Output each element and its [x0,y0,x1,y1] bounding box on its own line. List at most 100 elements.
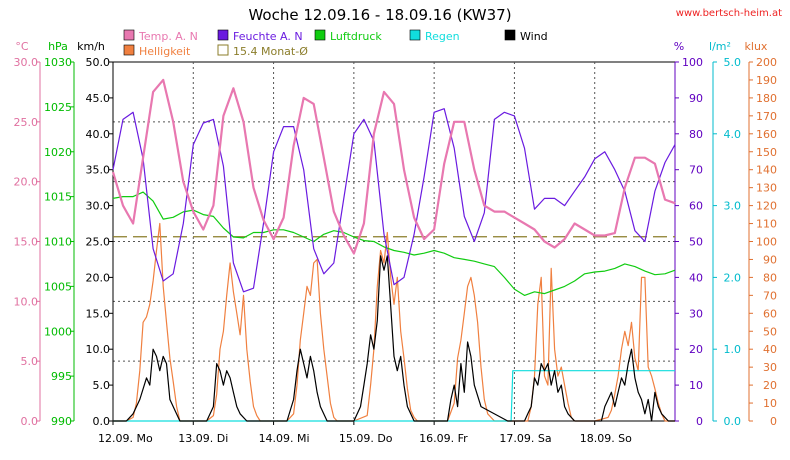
tick-label-hum: 0 [696,415,703,428]
x-tick-label: 18.09. So [580,432,632,445]
tick-label-wind: 30.0 [86,200,111,213]
series-line-luftdruck [112,191,676,296]
tick-label-hum: 50 [689,236,703,249]
tick-label-temp: 5.0 [21,355,39,368]
tick-label-hum: 40 [689,271,703,284]
tick-label-wind: 25.0 [86,236,111,249]
tick-label-hum: 100 [682,56,703,69]
tick-label-wind: 45.0 [86,92,111,105]
tick-label-hum: 70 [689,164,703,177]
tick-label-press: 1025 [44,101,72,114]
axes: °C0.05.010.015.020.025.030.0hPa990995100… [14,40,778,428]
tick-label-temp: 15.0 [14,236,39,249]
legend-label: 15.4 Monat-Ø [233,45,308,58]
tick-label-lux: 150 [756,146,777,159]
legend-swatch [314,29,326,41]
x-tick-label: 14.09. Mi [259,432,310,445]
tick-label-temp: 10.0 [14,295,39,308]
tick-label-lux: 80 [763,271,777,284]
tick-label-wind: 35.0 [86,164,111,177]
tick-label-press: 1020 [44,146,72,159]
tick-label-lux: 130 [756,182,777,195]
x-tick-label: 16.09. Fr [419,432,468,445]
tick-label-lux: 30 [763,361,777,374]
axis-unit-lux: klux [745,40,768,53]
tick-label-lux: 50 [763,325,777,338]
series-line-wind [113,255,675,422]
tick-label-wind: 15.0 [86,307,111,320]
tick-label-wind: 10.0 [86,343,111,356]
tick-label-press: 1005 [44,280,72,293]
series-line-feuchte-a-n [112,108,676,293]
tick-label-wind: 5.0 [93,379,111,392]
tick-label-lux: 70 [763,289,777,302]
tick-label-press: 990 [51,415,72,428]
x-tick-label: 17.09. Sa [499,432,551,445]
legend-swatch [123,44,135,56]
axis-unit-rain: l/m² [709,40,731,53]
tick-label-temp: 20.0 [14,176,39,189]
tick-label-temp: 25.0 [14,116,39,129]
tick-label-lux: 170 [756,110,777,123]
tick-label-hum: 80 [689,128,703,141]
tick-label-hum: 30 [689,307,703,320]
tick-label-press: 1010 [44,236,72,249]
tick-label-rain: 2.0 [724,271,742,284]
tick-label-hum: 60 [689,200,703,213]
tick-label-press: 1030 [44,56,72,69]
tick-label-lux: 140 [756,164,777,177]
x-tick-label: 15.09. Do [339,432,393,445]
tick-label-temp: 0.0 [21,415,39,428]
tick-label-lux: 180 [756,92,777,105]
tick-label-lux: 120 [756,200,777,213]
tick-label-lux: 160 [756,128,777,141]
legend-label: Luftdruck [330,30,382,43]
legend-swatch [123,29,135,41]
tick-label-lux: 60 [763,307,777,320]
tick-label-press: 1015 [44,191,72,204]
legend-swatch [217,44,229,56]
tick-label-lux: 200 [756,56,777,69]
tick-label-lux: 20 [763,379,777,392]
axis-unit-press: hPa [48,40,68,53]
tick-label-rain: 5.0 [724,56,742,69]
tick-label-press: 995 [51,370,72,383]
legend-label: Temp. A. N [138,30,198,43]
tick-label-wind: 20.0 [86,271,111,284]
axis-unit-hum: % [674,40,684,53]
legend-label: Feuchte A. N [233,30,303,43]
tick-label-rain: 3.0 [724,200,742,213]
axis-unit-wind: km/h [77,40,105,53]
tick-label-temp: 30.0 [14,56,39,69]
tick-label-wind: 0.0 [93,415,111,428]
tick-label-rain: 0.0 [724,415,742,428]
tick-label-hum: 90 [689,92,703,105]
tick-label-hum: 20 [689,343,703,356]
tick-label-hum: 10 [689,379,703,392]
tick-label-lux: 90 [763,253,777,266]
tick-label-wind: 50.0 [86,56,111,69]
source-label: www.bertsch-heim.at [676,8,782,19]
tick-label-wind: 40.0 [86,128,111,141]
chart-title: Woche 12.09.16 - 18.09.16 (KW37) [248,6,511,24]
tick-label-rain: 4.0 [724,128,742,141]
series-line-temp-a-n [111,78,676,255]
legend-swatch [504,29,516,41]
tick-label-lux: 0 [770,415,777,428]
tick-label-press: 1000 [44,325,72,338]
legend-swatch [217,29,229,41]
x-axis-labels: 12.09. Mo 13.09. Di 14.09. Mi 15.09. Do 16.0… [98,421,632,445]
series-layer [111,78,676,422]
legend-label: Wind [520,30,548,43]
legend-label: Regen [425,30,460,43]
x-tick-label: 12.09. Mo [98,432,153,445]
axis-unit-temp: °C [15,40,29,53]
legend-label: Helligkeit [139,45,191,58]
tick-label-rain: 1.0 [724,343,742,356]
series-line-regen [113,370,675,422]
tick-label-lux: 190 [756,74,777,87]
legend: Temp. A. N Feuchte A. N Luftdruck Regen Wind… [123,29,548,58]
tick-label-lux: 110 [756,218,777,231]
